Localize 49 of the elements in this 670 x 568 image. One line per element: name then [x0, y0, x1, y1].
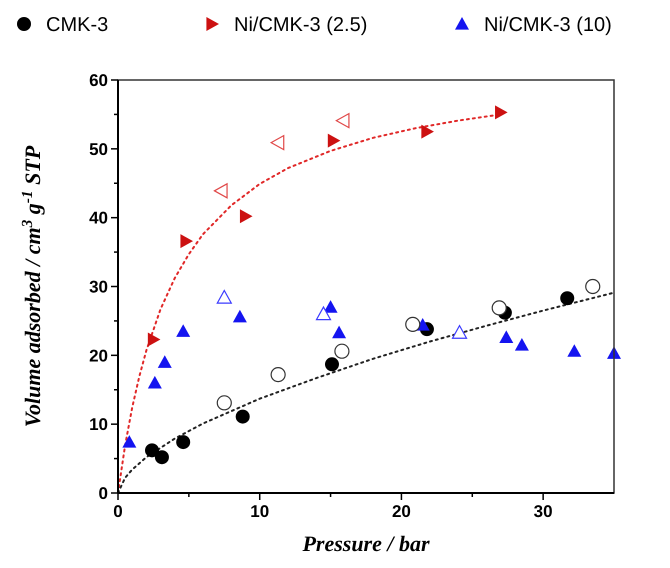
point [495, 105, 508, 120]
x-tick-label: 30 [534, 502, 553, 521]
point [585, 278, 600, 294]
point [216, 395, 232, 410]
x-tick-label: 10 [250, 502, 270, 521]
point [176, 435, 190, 450]
point [154, 450, 169, 464]
point [324, 300, 338, 313]
point [316, 306, 332, 320]
point [332, 326, 346, 338]
point [216, 290, 232, 304]
point [567, 344, 582, 357]
point [180, 234, 194, 248]
point [148, 332, 160, 346]
y-tick-label: 10 [89, 415, 108, 434]
y-tick-label: 0 [98, 484, 108, 503]
point [492, 300, 507, 316]
point [176, 324, 190, 337]
point [328, 134, 340, 148]
point [514, 338, 529, 351]
point [499, 330, 514, 344]
point [122, 435, 136, 448]
y-tick-label: 40 [89, 208, 108, 228]
y-tick-label: 50 [89, 140, 108, 159]
point [236, 410, 250, 424]
point [336, 113, 350, 128]
point [158, 355, 172, 368]
point [421, 124, 434, 139]
point [145, 443, 160, 458]
point [405, 316, 420, 332]
x-tick-label: 0 [113, 502, 123, 521]
point [270, 135, 284, 150]
x-axis-title: Pressure / bar [301, 531, 430, 556]
point [148, 376, 162, 388]
point [334, 344, 350, 359]
x-tick-label: 20 [392, 502, 411, 521]
legend-label: CMK-3 [46, 14, 108, 36]
legend-label: Ni/CMK-3 (10) [484, 14, 612, 36]
legend-label: Ni/CMK-3 (2.5) [234, 14, 368, 36]
point [560, 291, 574, 306]
y-tick-label: 30 [89, 277, 108, 296]
point [214, 183, 228, 198]
point [270, 367, 286, 382]
y-tick-label: 60 [89, 70, 108, 90]
point [452, 325, 468, 339]
point [240, 209, 253, 224]
point [232, 310, 247, 322]
point [324, 357, 339, 372]
y-tick-label: 20 [89, 346, 108, 366]
